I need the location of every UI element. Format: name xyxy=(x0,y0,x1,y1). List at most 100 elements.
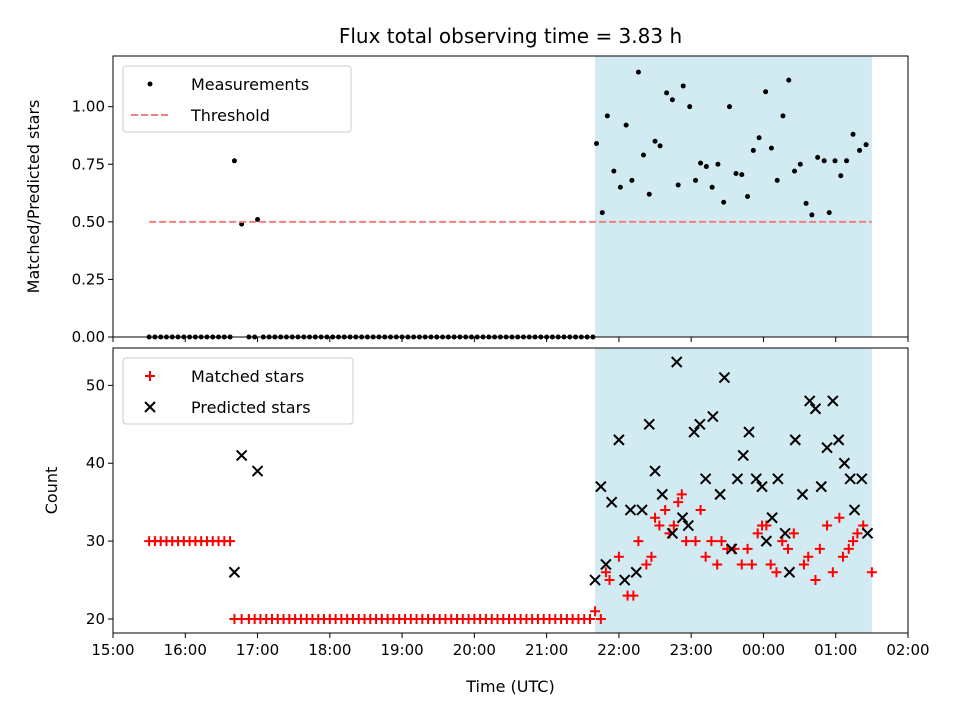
data-point xyxy=(681,536,692,547)
data-point xyxy=(786,77,792,83)
data-point xyxy=(716,536,727,547)
data-point xyxy=(760,535,773,547)
data-point xyxy=(649,465,661,477)
data-point xyxy=(768,145,774,151)
data-point xyxy=(743,426,755,438)
data-point xyxy=(792,168,798,174)
data-point xyxy=(605,496,618,508)
data-point xyxy=(617,184,623,190)
data-point xyxy=(832,158,838,164)
data-point xyxy=(756,480,768,493)
data-point xyxy=(600,567,611,578)
data-point xyxy=(709,184,715,190)
top-y-axis-label: Matched/Predicted stars xyxy=(24,100,43,294)
data-point xyxy=(803,200,809,206)
data-point xyxy=(752,528,763,539)
data-point xyxy=(635,69,641,75)
data-point xyxy=(604,113,610,119)
data-point xyxy=(796,488,809,501)
data-point xyxy=(613,434,625,446)
legend-label: Threshold xyxy=(190,106,270,125)
x-axis-label: Time (UTC) xyxy=(465,677,554,696)
bottom-panel: 20 30 40 50 15:00 16:00 17:00 18:00 19:00 20:00 21… xyxy=(86,347,930,659)
data-point xyxy=(706,536,717,547)
x-tick-label: 22:00 xyxy=(597,641,640,659)
x-tick-label: 16:00 xyxy=(164,641,207,659)
data-point xyxy=(783,543,794,554)
data-point xyxy=(239,221,245,227)
data-point xyxy=(780,113,786,119)
data-point xyxy=(852,528,863,539)
data-point xyxy=(604,575,615,586)
data-point xyxy=(737,449,749,462)
data-point xyxy=(837,551,848,562)
data-point xyxy=(731,473,744,485)
data-point xyxy=(861,527,874,540)
data-point xyxy=(832,434,845,446)
legend-marker xyxy=(145,371,155,381)
data-point xyxy=(643,418,655,431)
x-tick-label: 20:00 xyxy=(453,641,496,659)
data-point xyxy=(700,551,711,562)
data-point xyxy=(669,97,675,103)
data-point xyxy=(750,147,756,153)
data-point xyxy=(682,519,694,532)
data-point xyxy=(698,160,704,166)
data-point xyxy=(690,536,701,547)
data-point xyxy=(822,520,833,531)
data-point xyxy=(594,141,600,147)
data-point xyxy=(680,83,686,89)
x-tick-label: 01:00 xyxy=(814,641,857,659)
data-point xyxy=(783,566,796,578)
data-point xyxy=(827,395,839,407)
data-point xyxy=(640,152,646,158)
bottom-y-axis-label: Count xyxy=(42,467,61,515)
data-point xyxy=(623,122,629,128)
data-point xyxy=(251,465,264,477)
bottom-series-0 xyxy=(144,489,877,624)
data-point xyxy=(866,567,877,578)
data-point xyxy=(671,356,683,368)
data-point xyxy=(746,559,757,570)
data-point xyxy=(703,164,709,170)
legend-label: Predicted stars xyxy=(191,398,311,417)
data-point xyxy=(766,512,778,524)
data-point xyxy=(641,559,652,570)
x-tick-label: 19:00 xyxy=(380,641,423,659)
bottom-axes-frame xyxy=(112,347,909,634)
y-tick-label: 50 xyxy=(86,376,105,394)
data-point xyxy=(779,527,791,540)
data-point xyxy=(803,551,814,562)
legend-marker xyxy=(144,401,156,413)
data-point xyxy=(771,567,782,578)
data-point xyxy=(668,520,679,531)
data-point xyxy=(664,90,670,96)
data-point xyxy=(761,520,772,531)
data-point xyxy=(600,558,612,571)
data-point xyxy=(798,559,809,570)
x-tick-label: 15:00 xyxy=(91,641,134,659)
data-point xyxy=(726,104,732,110)
data-point xyxy=(750,473,762,485)
data-point xyxy=(718,371,731,384)
data-point xyxy=(618,574,631,586)
data-point xyxy=(765,559,776,570)
data-point xyxy=(814,543,825,554)
data-point xyxy=(838,457,851,469)
data-point xyxy=(739,172,745,178)
y-tick-label: 0.00 xyxy=(72,328,105,346)
data-point xyxy=(629,177,635,183)
data-point xyxy=(826,210,832,216)
legend-box xyxy=(122,65,352,133)
data-point xyxy=(630,566,642,578)
chart-title: Flux total observing time = 3.83 h xyxy=(339,24,682,48)
bottom-legend: Matched stars Predicted stars xyxy=(122,357,354,425)
data-point xyxy=(673,497,684,508)
data-point xyxy=(687,104,693,110)
top-axes-frame xyxy=(112,55,909,338)
data-point xyxy=(763,89,769,95)
data-point xyxy=(733,170,739,176)
data-point xyxy=(742,543,753,554)
data-point xyxy=(715,161,721,167)
